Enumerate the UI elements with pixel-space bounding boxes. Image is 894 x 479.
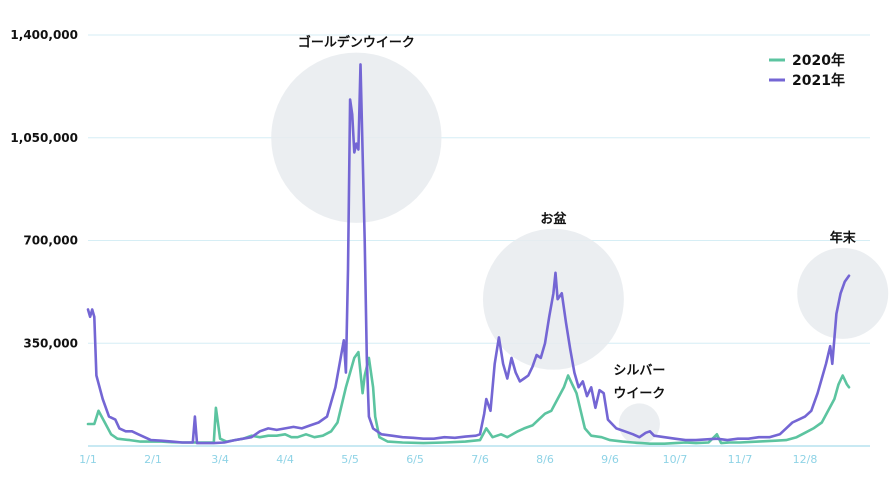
x-tick-label: 5/5 — [341, 453, 359, 466]
annotation-label: 年末 — [830, 230, 857, 246]
x-tick-label: 9/6 — [601, 453, 619, 466]
x-tick-label: 8/6 — [536, 453, 554, 466]
x-axis: 1/1 2/1 3/4 4/4 5/5 6/5 7/6 8/6 9/6 10/7 11/7 12/8 — [79, 453, 817, 466]
x-tick-label: 3/4 — [211, 453, 229, 466]
legend: 2020年 2021年 — [769, 52, 845, 89]
annotation-label: シルバー — [613, 363, 665, 378]
legend-label: 2021年 — [792, 72, 845, 89]
grid-lines — [88, 34, 870, 447]
x-tick-label: 10/7 — [663, 453, 688, 466]
highlight-circle — [797, 247, 889, 339]
highlight-circle — [271, 52, 442, 223]
annotation-label: ウイーク — [613, 386, 665, 401]
y-tick-label: 1,400,000 — [10, 28, 78, 42]
legend-label: 2020年 — [792, 52, 845, 69]
series-line-2 — [86, 63, 851, 445]
x-tick-label: 4/4 — [276, 453, 294, 466]
y-tick-label: 350,000 — [23, 336, 78, 350]
x-tick-label: 12/8 — [793, 453, 818, 466]
y-tick-label: 1,050,000 — [10, 131, 78, 145]
series-line-1 — [86, 350, 851, 445]
annotation-label: ゴールデンウイーク — [298, 35, 415, 51]
y-axis: 1,400,000 1,050,000 700,000 350,000 — [10, 28, 78, 350]
series-lines — [86, 63, 851, 445]
x-tick-label: 1/1 — [79, 453, 97, 466]
x-tick-label: 7/6 — [471, 453, 489, 466]
annotation-label: お盆 — [540, 211, 567, 227]
y-tick-label: 700,000 — [23, 234, 78, 248]
x-tick-label: 11/7 — [728, 453, 753, 466]
x-tick-label: 6/5 — [406, 453, 424, 466]
highlight-circle — [618, 403, 660, 445]
x-tick-label: 2/1 — [144, 453, 162, 466]
